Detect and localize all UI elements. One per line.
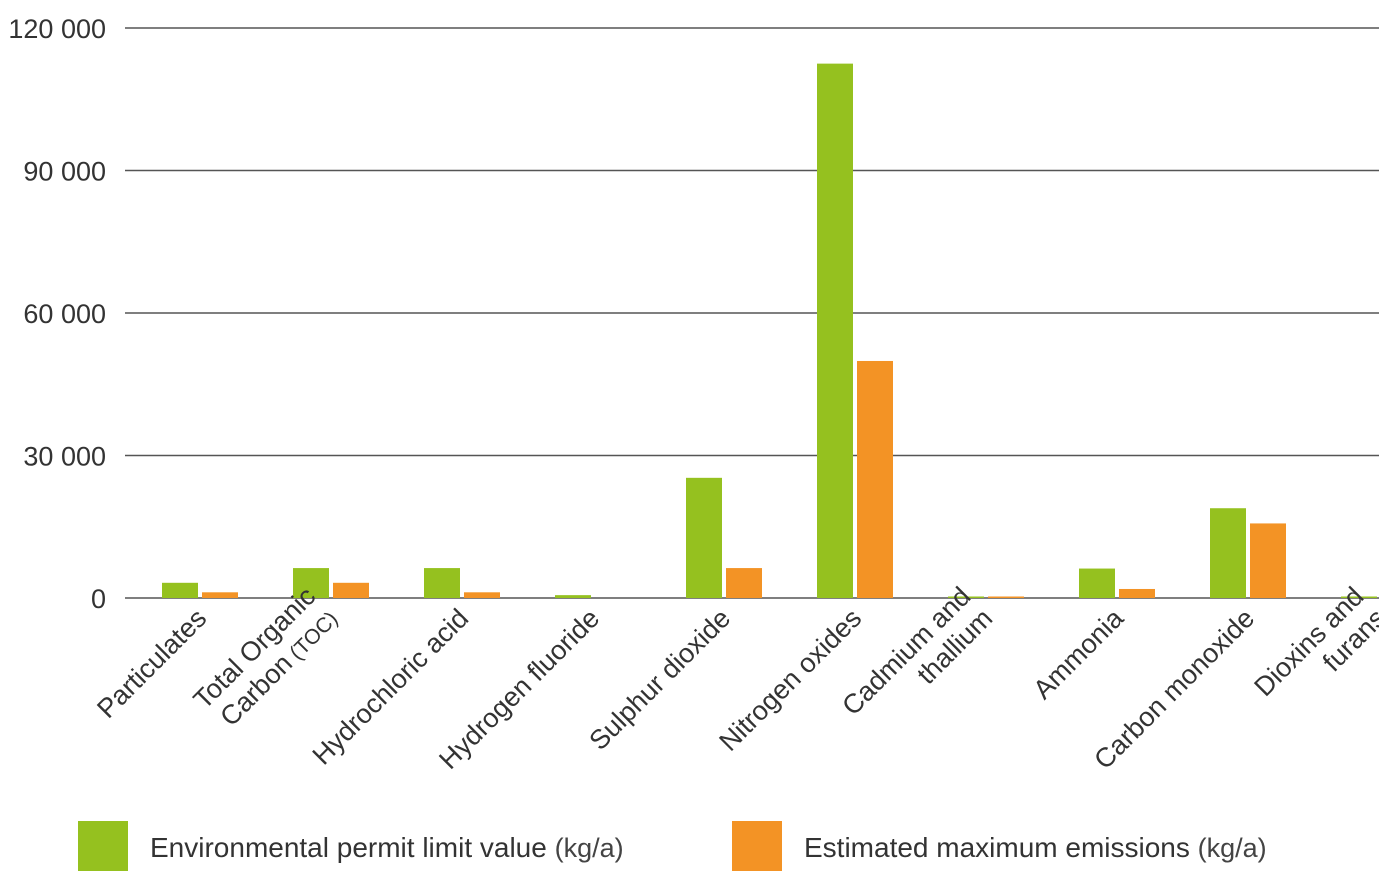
legend-label: Estimated maximum emissions (kg/a) (804, 832, 1267, 863)
bar-estimated-emissions (726, 568, 762, 598)
y-tick-label: 0 (91, 584, 106, 614)
legend-swatch (732, 821, 782, 871)
bar-estimated-emissions (202, 592, 238, 598)
bar-permit-limit (948, 596, 984, 598)
legend-series-unit: (kg/a) (555, 833, 624, 863)
legend-label: Environmental permit limit value (kg/a) (150, 832, 624, 863)
bar-permit-limit (686, 477, 722, 598)
bar-permit-limit (424, 568, 460, 598)
bar-permit-limit (293, 568, 329, 598)
x-category-label: Nitrogen oxides (713, 603, 867, 757)
legend-series-name: Environmental permit limit value (150, 832, 555, 863)
x-category-label: Ammonia (1027, 602, 1130, 705)
x-category-label: Particulates (91, 603, 212, 724)
y-tick-label: 60 000 (23, 299, 106, 329)
legend-series-name: Estimated maximum emissions (804, 832, 1198, 863)
bars (162, 63, 1377, 598)
bar-estimated-emissions (1250, 523, 1286, 598)
bar-permit-limit (162, 582, 198, 598)
legend-swatch (78, 821, 128, 871)
bar-estimated-emissions (1119, 588, 1155, 598)
bar-permit-limit (1210, 508, 1246, 598)
bar-estimated-emissions (464, 592, 500, 598)
bar-permit-limit (555, 595, 591, 598)
x-category-label-line: Sulphur dioxide (583, 603, 736, 756)
bar-permit-limit (1341, 596, 1377, 598)
y-tick-label: 90 000 (23, 157, 106, 187)
x-category-label: Sulphur dioxide (583, 603, 736, 756)
x-category-label-line: Particulates (91, 603, 212, 724)
x-category-label-line: Nitrogen oxides (713, 603, 867, 757)
bar-estimated-emissions (988, 596, 1024, 598)
gridlines (125, 27, 1379, 599)
legend-series-unit: (kg/a) (1198, 833, 1267, 863)
x-category-label-line: Ammonia (1027, 602, 1130, 705)
y-tick-label: 30 000 (23, 442, 106, 472)
bar-estimated-emissions (333, 582, 369, 598)
bar-permit-limit (817, 63, 853, 598)
legend: Environmental permit limit value (kg/a) E… (78, 821, 1267, 871)
y-tick-label: 120 000 (8, 14, 106, 44)
y-axis-tick-labels: 0 30 000 60 000 90 000 120 000 (8, 14, 106, 614)
bar-estimated-emissions (857, 360, 893, 598)
bar-permit-limit (1079, 568, 1115, 598)
